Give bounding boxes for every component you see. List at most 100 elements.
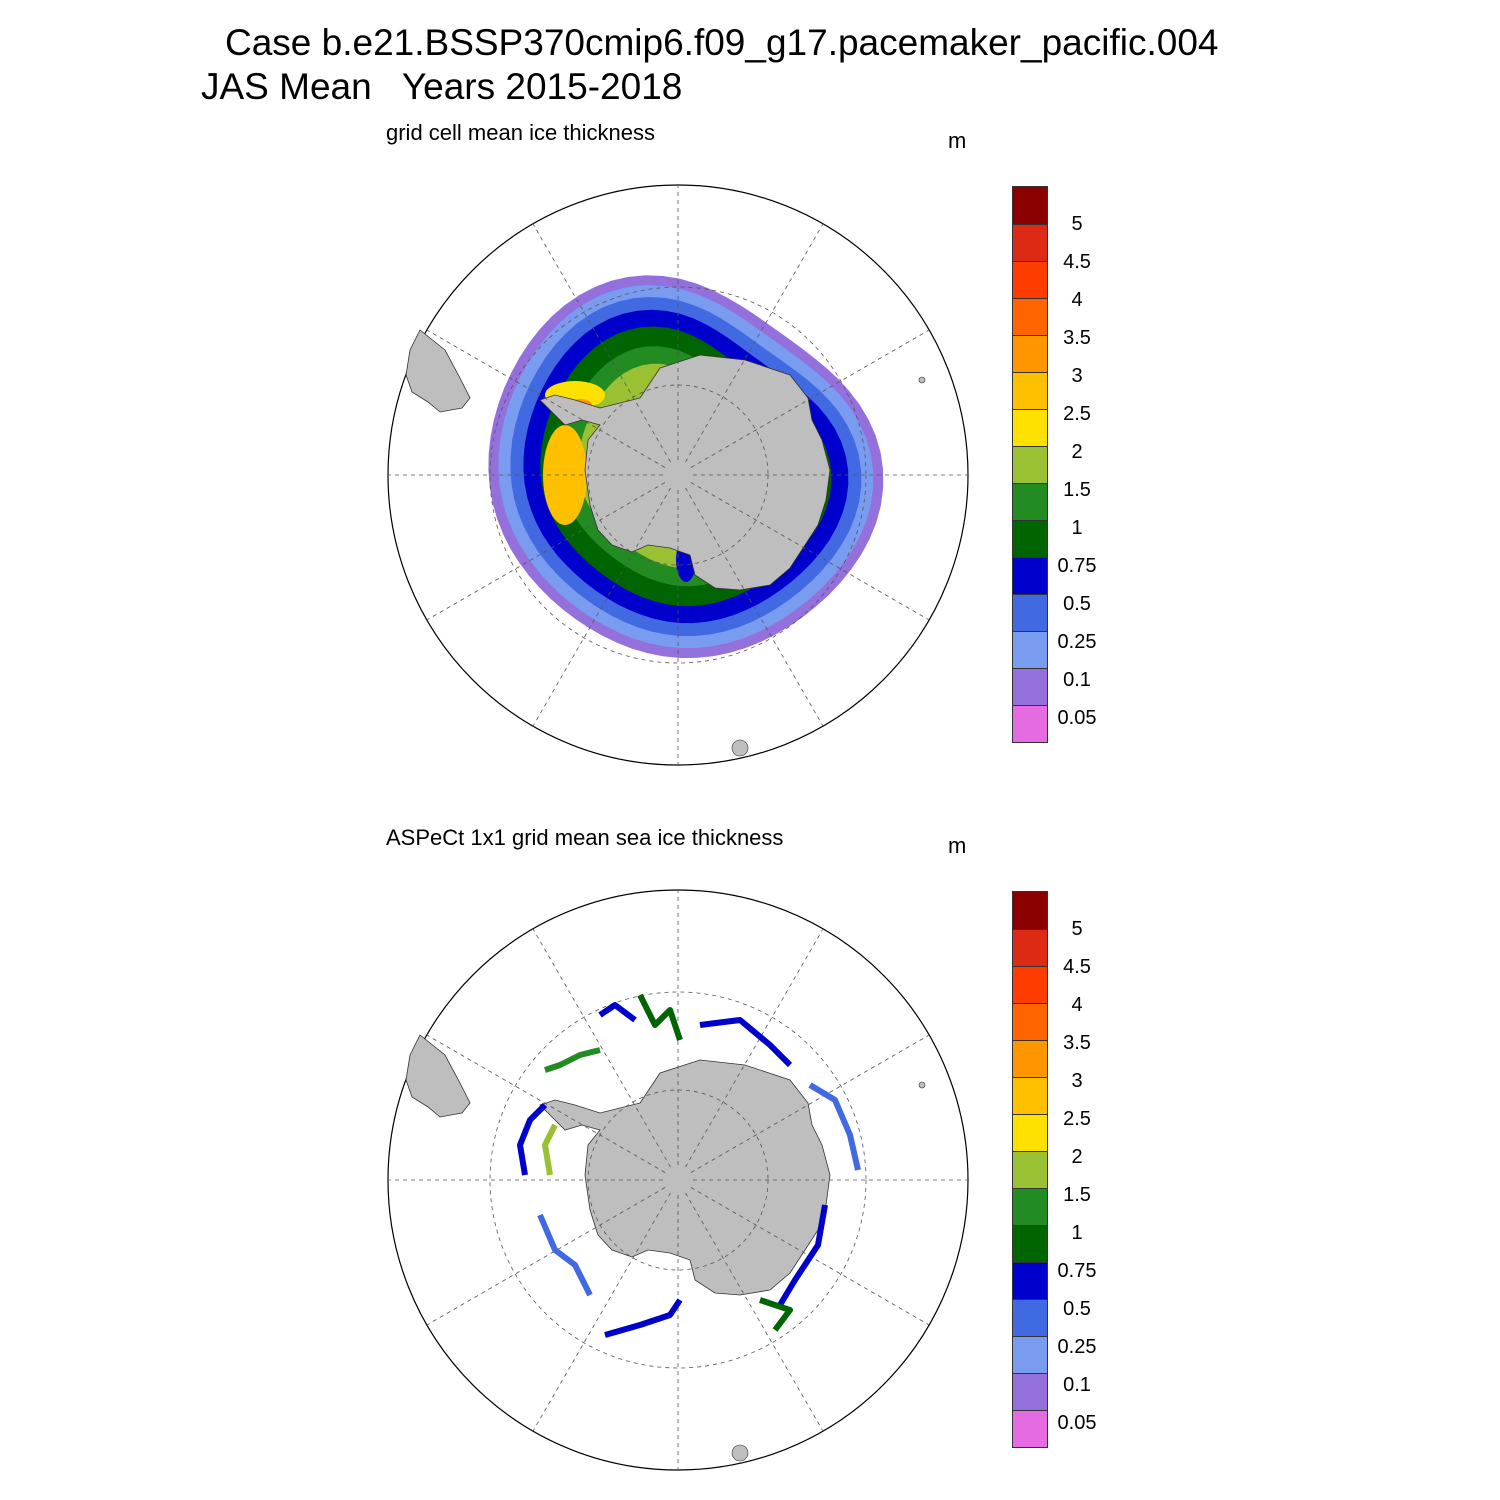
meridian-line <box>690 1034 930 1173</box>
colorbar-tick-label: 1 <box>1071 517 1083 539</box>
south-america-landmass <box>405 329 471 413</box>
colorbar-tick-label: 1.5 <box>1063 479 1091 501</box>
colorbar-swatch <box>1013 335 1047 372</box>
colorbar-swatch <box>1013 1040 1047 1077</box>
meridian-line <box>532 928 671 1168</box>
island <box>731 1444 749 1462</box>
colorbar-tick-label: 0.25 <box>1057 631 1097 653</box>
meridian-line <box>685 487 824 727</box>
observation-track <box>537 1213 593 1297</box>
panel-2-units: m <box>948 833 967 858</box>
colorbar-tick-label: 4.5 <box>1063 956 1091 978</box>
colorbar-tick-label: 5 <box>1071 213 1083 235</box>
colorbar-tick-label: 3 <box>1071 1070 1083 1092</box>
colorbar-tick-label: 3.5 <box>1063 327 1091 349</box>
meridian-line <box>685 223 824 463</box>
colorbar-swatch <box>1013 1373 1047 1410</box>
observation-track <box>699 1017 793 1068</box>
colorbar-swatch <box>1013 298 1047 335</box>
figure-title-line-1: Case b.e21.BSSP370cmip6.f09_g17.pacemake… <box>225 22 1219 63</box>
colorbar-swatch <box>1013 372 1047 409</box>
antarctica-landmass <box>539 1059 831 1296</box>
colorbar-tick-label: 0.5 <box>1063 1298 1091 1320</box>
colorbar-swatch <box>1013 1188 1047 1225</box>
observation-track <box>544 1047 601 1073</box>
colorbar-swatch <box>1013 1114 1047 1151</box>
colorbar-tick-label: 4.5 <box>1063 251 1091 273</box>
panel-1-colorbar <box>1012 186 1048 743</box>
meridian-line <box>685 928 824 1168</box>
panel-1-subtitle: grid cell mean ice thickness <box>386 120 656 145</box>
colorbar-swatch <box>1013 261 1047 298</box>
map-panel-2 <box>387 889 969 1471</box>
colorbar-tick-label: 0.1 <box>1063 1374 1091 1396</box>
observation-track <box>604 1298 683 1338</box>
island <box>918 1081 926 1089</box>
colorbar-swatch <box>1013 1262 1047 1299</box>
meridian-line <box>690 329 930 468</box>
panel-1-units: m <box>948 128 967 153</box>
observation-track <box>517 1102 548 1176</box>
antarctica-landmass <box>539 354 831 591</box>
colorbar-swatch <box>1013 483 1047 520</box>
panel-2-subtitle: ASPeCt 1x1 grid mean sea ice thickness <box>386 825 784 850</box>
colorbar-tick-label: 0.1 <box>1063 669 1091 691</box>
colorbar-tick-label: 3 <box>1071 365 1083 387</box>
colorbar-swatch <box>1013 1336 1047 1373</box>
colorbar-swatch <box>1013 892 1047 929</box>
latitude-circle <box>489 991 867 1369</box>
colorbar-tick-label: 0.05 <box>1057 1412 1097 1434</box>
observation-track <box>637 993 683 1041</box>
figure-title-line-2: JAS Mean Years 2015-2018 <box>201 66 683 107</box>
colorbar-swatch <box>1013 520 1047 557</box>
colorbar-tick-label: 0.05 <box>1057 707 1097 729</box>
panel-2-colorbar <box>1012 891 1048 1448</box>
meridian-line <box>690 482 930 621</box>
colorbar-swatch <box>1013 446 1047 483</box>
colorbar-tick-label: 2.5 <box>1063 1108 1091 1130</box>
meridian-line <box>426 482 666 621</box>
colorbar-tick-label: 1.5 <box>1063 1184 1091 1206</box>
colorbar-tick-label: 2 <box>1071 441 1083 463</box>
latitude-circle <box>489 286 867 664</box>
colorbar-tick-label: 4 <box>1071 994 1083 1016</box>
meridian-line <box>426 1187 666 1326</box>
island <box>918 376 926 384</box>
colorbar-swatch <box>1013 409 1047 446</box>
colorbar-swatch <box>1013 705 1047 742</box>
colorbar-swatch <box>1013 668 1047 705</box>
colorbar-tick-label: 2 <box>1071 1146 1083 1168</box>
colorbar-tick-label: 0.5 <box>1063 593 1091 615</box>
meridian-line <box>532 1192 671 1432</box>
colorbar-swatch <box>1013 631 1047 668</box>
colorbar-tick-label: 0.75 <box>1057 1260 1097 1282</box>
map-panel-1 <box>387 184 969 766</box>
colorbar-swatch <box>1013 1410 1047 1447</box>
colorbar-swatch <box>1013 966 1047 1003</box>
colorbar-swatch <box>1013 929 1047 966</box>
observation-track <box>542 1123 558 1176</box>
colorbar-swatch <box>1013 1225 1047 1262</box>
island <box>731 739 749 757</box>
colorbar-swatch <box>1013 1077 1047 1114</box>
colorbar-tick-label: 0.75 <box>1057 555 1097 577</box>
colorbar-swatch <box>1013 187 1047 224</box>
meridian-line <box>426 329 666 468</box>
colorbar-tick-label: 3.5 <box>1063 1032 1091 1054</box>
meridian-line <box>532 487 671 727</box>
colorbar-swatch <box>1013 1299 1047 1336</box>
colorbar-swatch <box>1013 557 1047 594</box>
colorbar-tick-label: 2.5 <box>1063 403 1091 425</box>
observation-track <box>808 1082 861 1171</box>
colorbar-tick-label: 0.25 <box>1057 1336 1097 1358</box>
colorbar-tick-label: 4 <box>1071 289 1083 311</box>
colorbar-swatch <box>1013 1003 1047 1040</box>
meridian-line <box>426 1034 666 1173</box>
observation-track <box>777 1204 828 1307</box>
colorbar-swatch <box>1013 594 1047 631</box>
colorbar-tick-label: 5 <box>1071 918 1083 940</box>
observation-track <box>598 1002 637 1023</box>
colorbar-tick-label: 1 <box>1071 1222 1083 1244</box>
colorbar-swatch <box>1013 224 1047 261</box>
